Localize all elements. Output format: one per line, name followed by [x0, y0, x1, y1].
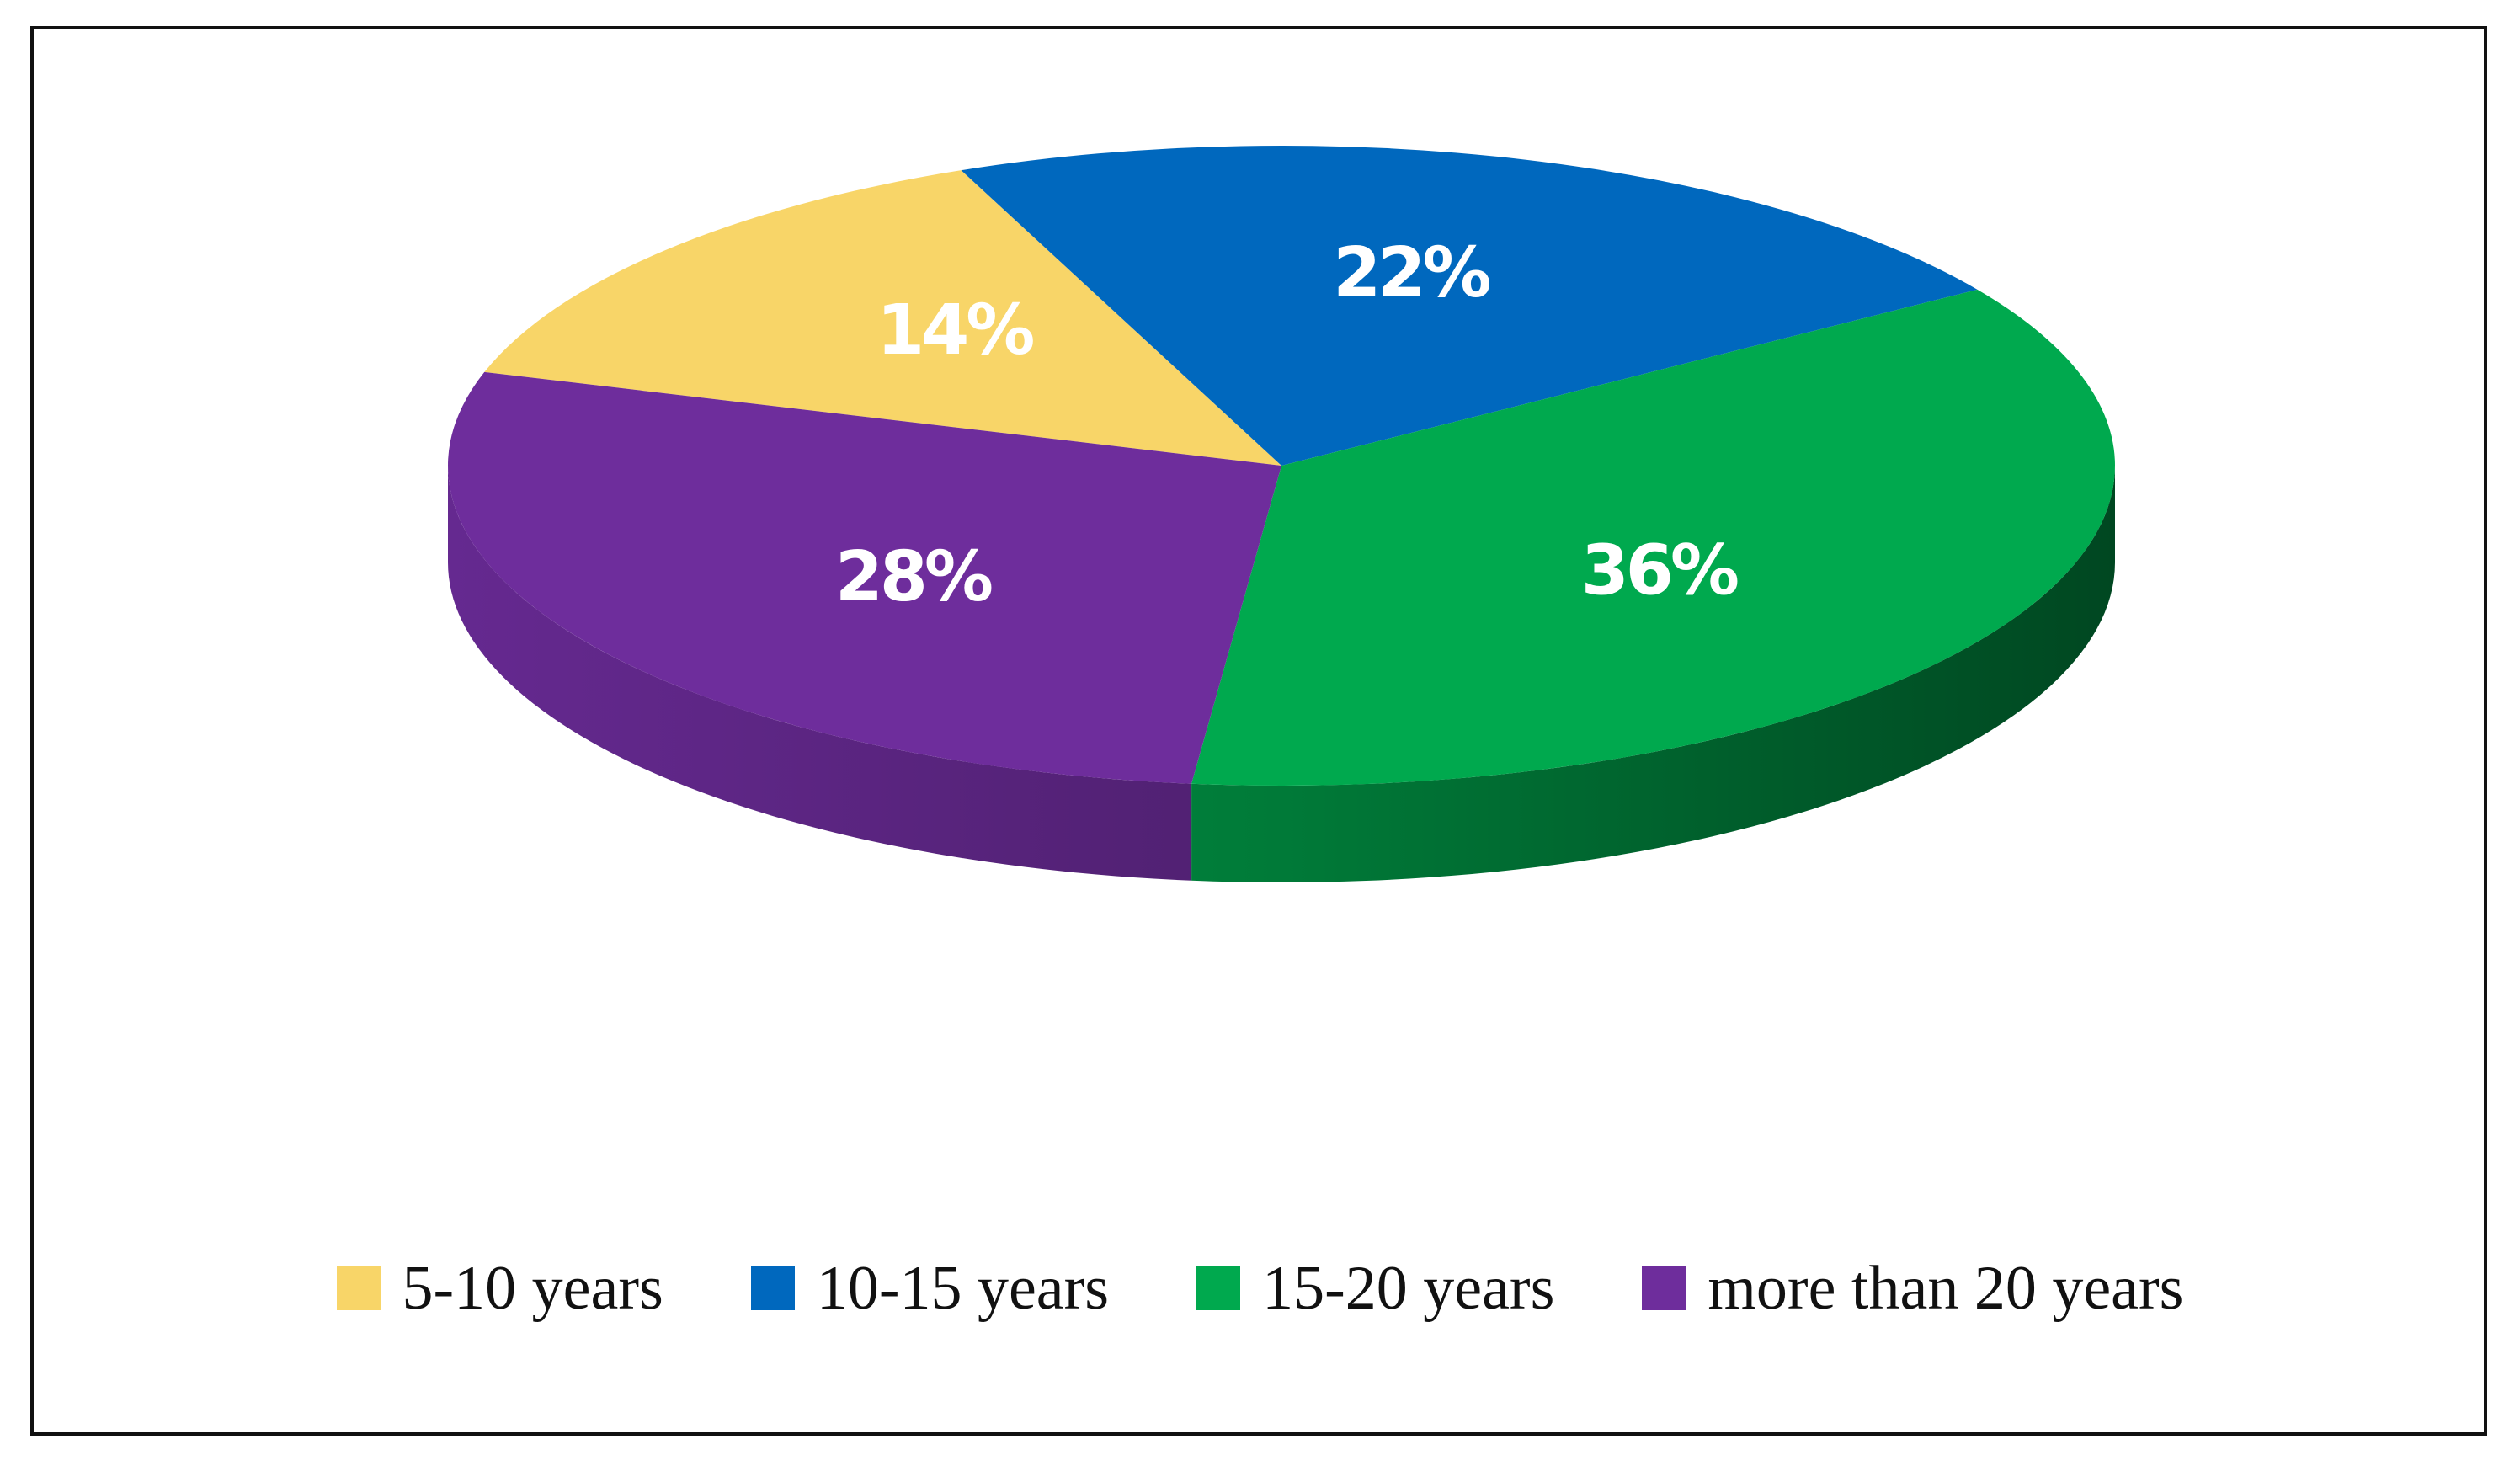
legend-swatch — [336, 1266, 381, 1310]
legend-swatch — [1642, 1266, 1686, 1310]
pie-side-15-20-years — [1191, 466, 2115, 882]
legend-label: more than 20 years — [1708, 1253, 2184, 1323]
legend-item-5-10-years: 5-10 years — [336, 1253, 663, 1325]
data-label-10-15-years: 22% — [1333, 233, 1489, 313]
pie-slice-more-than-20-years — [447, 371, 1281, 784]
pie-side-more-than-20-years — [448, 466, 1192, 881]
legend-swatch — [1196, 1266, 1241, 1310]
pie-slice-5-10-years — [484, 170, 1281, 466]
pie-slice-10-15-years — [961, 146, 1978, 466]
pie-sides — [448, 466, 2115, 882]
pie-slices — [447, 146, 2115, 786]
data-label-15-20-years: 36% — [1581, 531, 1738, 611]
legend-swatch — [750, 1266, 795, 1310]
data-label-5-10-years: 14% — [876, 291, 1033, 370]
pie-slice-15-20-years — [1191, 289, 2115, 786]
data-labels: 14% 22% 36% 28% — [835, 233, 1741, 617]
legend-item-15-20-years: 15-20 years — [1196, 1253, 1554, 1325]
legend-item-10-15-years: 10-15 years — [750, 1253, 1110, 1325]
data-label-more-than-20-years: 28% — [835, 537, 992, 617]
legend: 5-10 years 10-15 years 15-20 years more … — [0, 1238, 2520, 1339]
legend-label: 10-15 years — [816, 1253, 1110, 1323]
legend-label: 15-20 years — [1262, 1253, 1555, 1323]
legend-label: 5-10 years — [402, 1253, 663, 1323]
legend-item-more-than-20-years: more than 20 years — [1642, 1253, 2183, 1325]
